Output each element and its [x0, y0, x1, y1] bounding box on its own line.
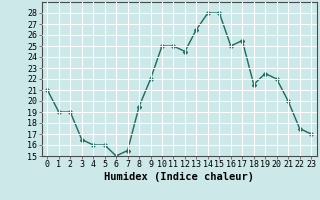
- X-axis label: Humidex (Indice chaleur): Humidex (Indice chaleur): [104, 172, 254, 182]
